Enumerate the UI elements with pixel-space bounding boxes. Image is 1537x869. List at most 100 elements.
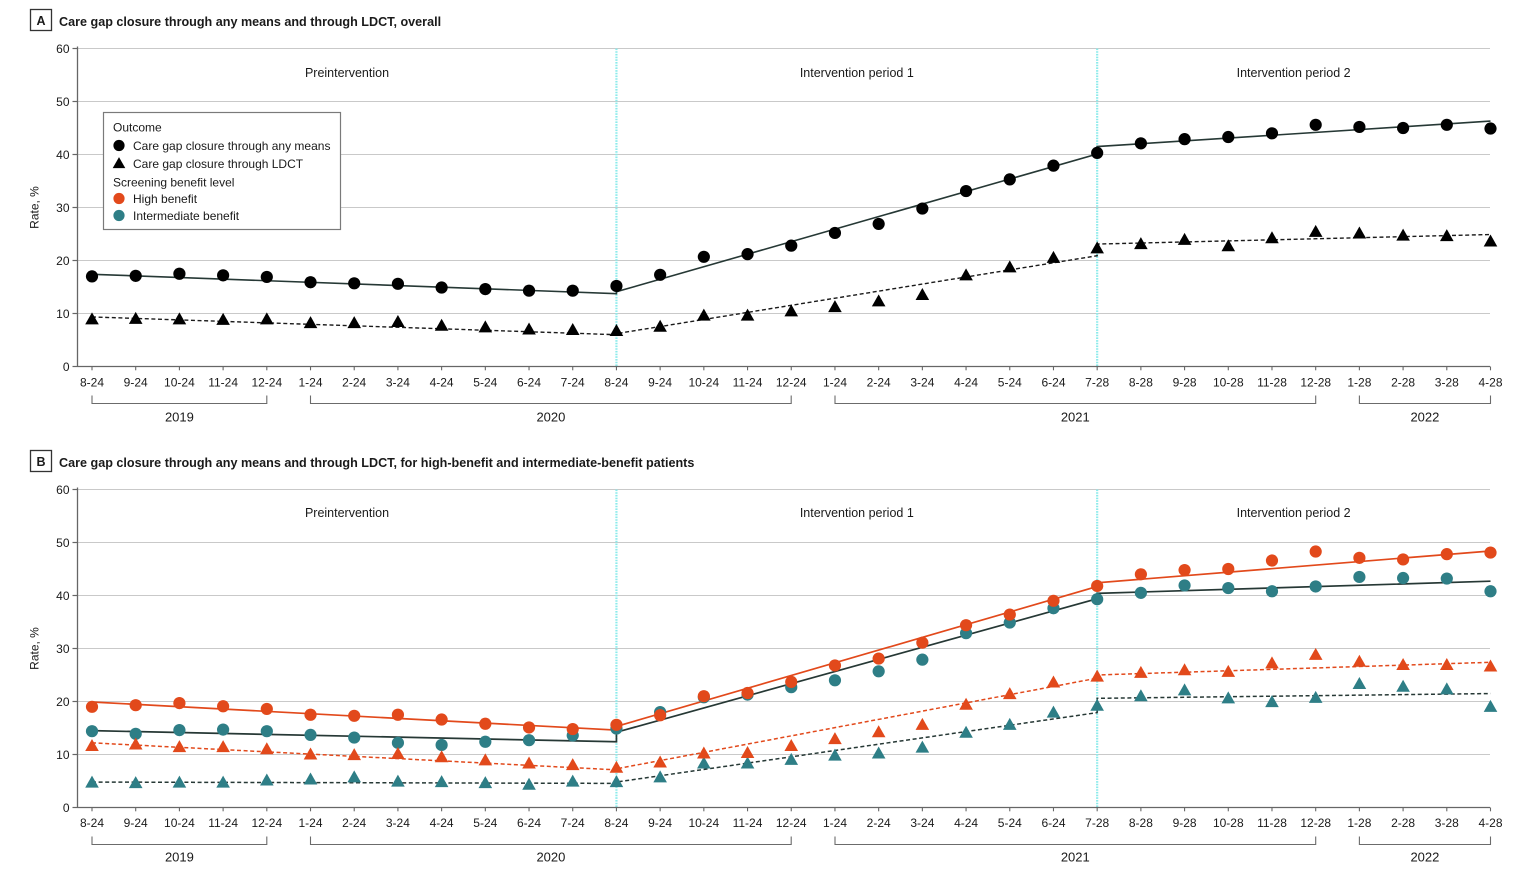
svg-text:11-24: 11-24 xyxy=(733,816,763,830)
svg-text:12-24: 12-24 xyxy=(776,376,807,390)
svg-text:7-24: 7-24 xyxy=(561,816,585,830)
svg-text:3-24: 3-24 xyxy=(386,816,410,830)
svg-text:1-24: 1-24 xyxy=(298,816,322,830)
svg-text:12-24: 12-24 xyxy=(776,816,807,830)
svg-text:10: 10 xyxy=(56,748,70,762)
svg-text:0: 0 xyxy=(63,801,70,815)
svg-text:Intermediate benefit: Intermediate benefit xyxy=(133,209,240,223)
svg-text:30: 30 xyxy=(56,201,70,215)
svg-text:8-24: 8-24 xyxy=(80,816,104,830)
svg-text:1-28: 1-28 xyxy=(1347,376,1371,390)
svg-text:11-24: 11-24 xyxy=(208,376,238,390)
svg-text:3-24: 3-24 xyxy=(910,376,934,390)
svg-text:4-28: 4-28 xyxy=(1478,816,1502,830)
svg-text:9-24: 9-24 xyxy=(124,816,148,830)
svg-text:3-24: 3-24 xyxy=(910,816,934,830)
svg-text:2020: 2020 xyxy=(536,850,565,865)
svg-text:2-24: 2-24 xyxy=(867,816,891,830)
svg-text:8-24: 8-24 xyxy=(80,376,104,390)
svg-text:5-24: 5-24 xyxy=(998,376,1022,390)
svg-text:7-28: 7-28 xyxy=(1085,376,1109,390)
svg-text:11-28: 11-28 xyxy=(1257,816,1287,830)
svg-text:Intervention period 2: Intervention period 2 xyxy=(1237,506,1351,520)
svg-text:Preintervention: Preintervention xyxy=(305,66,389,80)
svg-text:2019: 2019 xyxy=(165,850,194,865)
svg-text:50: 50 xyxy=(56,95,70,109)
svg-text:6-24: 6-24 xyxy=(517,816,541,830)
svg-text:2-24: 2-24 xyxy=(342,816,366,830)
svg-text:2-24: 2-24 xyxy=(867,376,891,390)
svg-text:10-28: 10-28 xyxy=(1213,816,1244,830)
svg-text:5-24: 5-24 xyxy=(473,816,497,830)
svg-text:B: B xyxy=(36,455,45,469)
svg-text:12-28: 12-28 xyxy=(1300,816,1331,830)
svg-text:4-24: 4-24 xyxy=(954,376,978,390)
svg-text:12-24: 12-24 xyxy=(251,816,282,830)
svg-text:50: 50 xyxy=(56,536,70,550)
svg-text:60: 60 xyxy=(56,483,70,497)
svg-text:5-24: 5-24 xyxy=(473,376,497,390)
svg-text:9-24: 9-24 xyxy=(648,816,672,830)
svg-text:2021: 2021 xyxy=(1061,410,1090,425)
svg-text:8-24: 8-24 xyxy=(604,376,628,390)
svg-text:8-28: 8-28 xyxy=(1129,816,1153,830)
svg-text:A: A xyxy=(36,14,45,28)
svg-text:Rate, %: Rate, % xyxy=(28,627,42,670)
svg-text:4-24: 4-24 xyxy=(430,816,454,830)
svg-text:40: 40 xyxy=(56,148,70,162)
svg-text:1-24: 1-24 xyxy=(823,376,847,390)
svg-text:0: 0 xyxy=(63,360,70,374)
svg-text:Care gap closure through any m: Care gap closure through any means and t… xyxy=(59,456,694,470)
svg-text:1-24: 1-24 xyxy=(823,816,847,830)
svg-text:High benefit: High benefit xyxy=(133,192,198,206)
svg-text:30: 30 xyxy=(56,642,70,656)
svg-text:9-24: 9-24 xyxy=(124,376,148,390)
svg-text:Care gap closure through any m: Care gap closure through any means and t… xyxy=(59,15,441,29)
svg-text:9-28: 9-28 xyxy=(1173,376,1197,390)
svg-text:4-24: 4-24 xyxy=(430,376,454,390)
svg-text:20: 20 xyxy=(56,254,70,268)
svg-text:10-24: 10-24 xyxy=(164,816,195,830)
svg-text:9-28: 9-28 xyxy=(1173,816,1197,830)
svg-text:7-24: 7-24 xyxy=(561,376,585,390)
svg-text:2021: 2021 xyxy=(1061,850,1090,865)
svg-text:2020: 2020 xyxy=(536,410,565,425)
svg-text:2022: 2022 xyxy=(1410,410,1439,425)
svg-text:8-24: 8-24 xyxy=(604,816,628,830)
svg-text:10-24: 10-24 xyxy=(164,376,195,390)
svg-text:Preintervention: Preintervention xyxy=(305,506,389,520)
svg-text:60: 60 xyxy=(56,42,70,56)
svg-text:9-24: 9-24 xyxy=(648,376,672,390)
svg-text:1-28: 1-28 xyxy=(1347,816,1371,830)
svg-text:Care gap closure through any m: Care gap closure through any means xyxy=(133,139,330,153)
svg-text:12-28: 12-28 xyxy=(1300,376,1331,390)
svg-text:Screening benefit level: Screening benefit level xyxy=(113,176,234,190)
svg-text:Intervention period 2: Intervention period 2 xyxy=(1237,66,1351,80)
svg-text:8-28: 8-28 xyxy=(1129,376,1153,390)
svg-text:2-24: 2-24 xyxy=(342,376,366,390)
svg-text:10-24: 10-24 xyxy=(688,376,719,390)
svg-text:Rate, %: Rate, % xyxy=(28,186,42,229)
svg-text:5-24: 5-24 xyxy=(998,816,1022,830)
svg-text:Outcome: Outcome xyxy=(113,121,162,135)
svg-text:11-24: 11-24 xyxy=(208,816,238,830)
svg-text:11-28: 11-28 xyxy=(1257,376,1287,390)
svg-text:12-24: 12-24 xyxy=(251,376,282,390)
svg-text:10: 10 xyxy=(56,307,70,321)
svg-text:4-24: 4-24 xyxy=(954,816,978,830)
svg-text:2-28: 2-28 xyxy=(1391,376,1415,390)
svg-text:Care gap closure through LDCT: Care gap closure through LDCT xyxy=(133,157,304,171)
svg-text:10-28: 10-28 xyxy=(1213,376,1244,390)
svg-text:2-28: 2-28 xyxy=(1391,816,1415,830)
svg-text:1-24: 1-24 xyxy=(298,376,322,390)
svg-text:7-28: 7-28 xyxy=(1085,816,1109,830)
svg-text:6-24: 6-24 xyxy=(1041,376,1065,390)
svg-text:10-24: 10-24 xyxy=(688,816,719,830)
svg-text:3-24: 3-24 xyxy=(386,376,410,390)
svg-text:4-28: 4-28 xyxy=(1478,376,1502,390)
svg-text:3-28: 3-28 xyxy=(1435,816,1459,830)
svg-text:40: 40 xyxy=(56,589,70,603)
svg-text:3-28: 3-28 xyxy=(1435,376,1459,390)
svg-text:2019: 2019 xyxy=(165,410,194,425)
svg-text:6-24: 6-24 xyxy=(1041,816,1065,830)
